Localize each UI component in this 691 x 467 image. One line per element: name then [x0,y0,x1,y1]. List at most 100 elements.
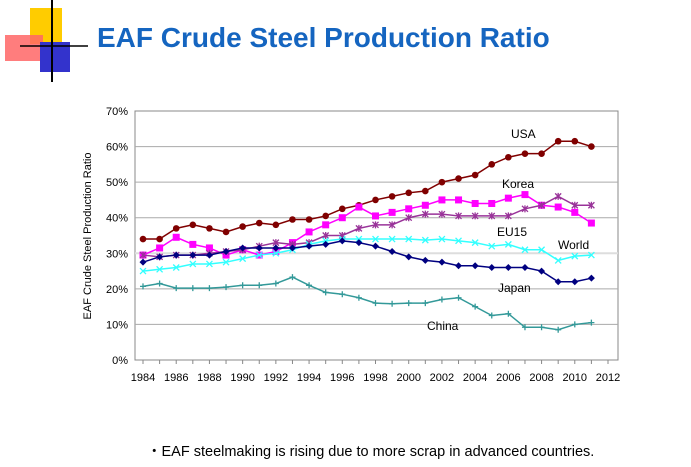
data-point-eu15 [355,224,363,232]
data-point-japan [222,248,230,256]
data-point-world [455,237,462,245]
series-label-eu15: EU15 [497,225,527,239]
data-point-korea [372,212,379,220]
data-point-world [222,258,230,266]
y-tick-label: 10% [106,319,128,331]
data-point-korea [571,208,579,216]
series-line-japan [142,240,592,283]
data-point-world [139,267,147,275]
data-point-usa [588,143,595,150]
y-tick-label: 40% [106,213,128,225]
data-point-japan [272,244,280,252]
data-point-usa [538,150,545,157]
data-point-korea [471,199,479,207]
data-point-eu15 [571,201,579,209]
series-label-korea: Korea [502,177,534,191]
data-point-eu15 [322,232,330,239]
x-tick-label: 1996 [330,372,354,384]
data-point-usa [272,221,280,229]
series-line-china [142,276,592,331]
data-point-usa [372,196,379,204]
x-tick-label: 2002 [430,372,454,384]
x-tick-label: 2004 [463,372,487,384]
data-point-usa [422,187,429,195]
data-point-usa [388,193,396,200]
data-point-china [505,310,512,317]
x-tick-label: 1990 [230,372,254,384]
data-point-eu15 [438,210,446,218]
data-point-korea [156,244,164,252]
data-point-usa [571,137,579,145]
data-point-korea [338,214,346,222]
data-point-korea [305,228,313,236]
data-point-usa [139,235,147,243]
y-axis-label: EAF Crude Steel Production Ratio [82,153,94,320]
data-point-korea [405,205,413,213]
data-point-world [355,235,363,243]
x-tick-label: 2012 [596,372,620,384]
y-tick-label: 50% [106,177,128,189]
series-label-japan: Japan [498,281,531,295]
data-point-korea [455,196,463,204]
data-point-japan [504,264,512,272]
data-point-china [405,300,412,307]
series-line-korea [142,193,592,256]
bullet-note: ・EAF steelmaking is rising due to more s… [147,444,595,460]
data-point-world [421,236,429,244]
data-point-usa [455,175,462,182]
data-point-world [156,265,164,273]
data-point-eu15 [538,201,546,209]
y-tick-label: 30% [106,248,128,260]
data-point-world [538,246,546,254]
data-point-world [322,237,330,245]
series-label-china: China [427,319,459,333]
data-point-usa [255,219,263,227]
data-point-usa [156,235,163,243]
data-point-korea [272,248,280,256]
data-point-world [571,252,579,260]
data-point-world [255,251,263,259]
data-point-china [438,296,445,303]
x-tick-label: 2008 [529,372,553,384]
data-point-china [223,284,230,291]
x-tick-label: 1994 [297,372,321,384]
data-point-china [488,312,495,319]
data-point-china [472,303,479,310]
data-point-korea [205,244,213,252]
data-point-usa [206,225,213,232]
data-point-eu15 [521,205,529,213]
series-label-world: World [558,238,589,252]
data-point-japan [139,258,147,266]
series-label-usa: USA [511,127,536,141]
data-point-china [521,324,528,331]
data-point-world [189,260,197,268]
data-point-korea [504,194,512,202]
series-line-world [142,238,592,272]
data-point-eu15 [139,251,147,259]
data-point-eu15 [405,214,413,222]
data-point-world [272,249,280,257]
line-chart: 0% 10% 20% 30% 40% 50% 60% 70% 1984 1986 1988 1990 1… [82,106,620,384]
data-point-china [189,285,196,292]
data-point-japan [471,262,479,270]
data-point-japan [355,239,363,247]
data-point-eu15 [554,192,562,200]
data-point-world [554,256,562,264]
x-tick-label: 1986 [164,372,188,384]
data-point-world [388,235,396,243]
data-point-world [172,264,180,271]
data-point-korea [554,203,562,211]
data-point-china [455,294,462,301]
data-point-japan [288,244,296,252]
data-point-korea [587,219,595,227]
x-tick-label: 1998 [363,372,387,384]
data-point-china [289,274,296,281]
data-point-world [438,235,446,243]
data-point-usa [189,221,197,229]
data-point-japan [521,264,529,272]
data-point-korea [488,199,496,207]
data-point-eu15 [455,212,462,220]
data-point-china [239,282,246,289]
data-point-eu15 [488,212,496,220]
data-point-china [306,282,313,289]
